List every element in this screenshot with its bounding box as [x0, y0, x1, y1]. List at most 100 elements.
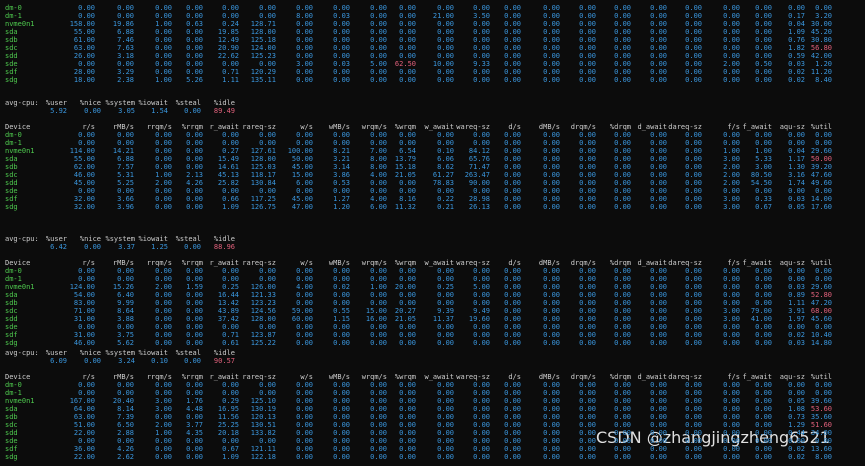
stat-value: 0.00 [333, 397, 350, 405]
stat-value: 0.00 [333, 381, 350, 389]
stat-value: 0.00 [78, 267, 95, 275]
stat-value: 120.29 [250, 68, 276, 76]
stat-value: 0.00 [614, 52, 631, 60]
stat-value: 65.76 [468, 155, 490, 163]
stat-value: 14.80 [810, 339, 832, 347]
stat-value: 61.00 [73, 36, 95, 44]
device-name: sda [5, 155, 18, 163]
stat-value: 0.00 [685, 413, 702, 421]
stat-value: 0.00 [222, 437, 239, 445]
stat-value: 1.08 [788, 405, 805, 413]
stat-value: 0.00 [437, 429, 454, 437]
stat-value: 0.00 [186, 323, 203, 331]
column-header: f_await [742, 123, 772, 131]
stat-value: 0.00 [155, 163, 172, 171]
stat-value: 0.00 [222, 12, 239, 20]
cpu-value: 1.54 [151, 107, 168, 115]
stat-value: 11.20 [810, 68, 832, 76]
stat-value: 100.00 [287, 147, 313, 155]
stat-value: 0.00 [614, 299, 631, 307]
stat-value: 39.20 [810, 163, 832, 171]
stat-value: 60.00 [291, 315, 313, 323]
stat-value: 3.75 [117, 331, 134, 339]
stat-value: 0.00 [614, 429, 631, 437]
stat-value: 0.00 [723, 445, 740, 453]
stat-value: 0.00 [296, 299, 313, 307]
stat-value: 0.00 [296, 381, 313, 389]
stat-value: 0.00 [473, 28, 490, 36]
stat-value: 0.00 [259, 275, 276, 283]
stat-value: 3.16 [788, 171, 805, 179]
stat-value: 0.00 [186, 4, 203, 12]
stat-value: 0.00 [473, 275, 490, 283]
stat-value: 0.00 [685, 68, 702, 76]
stat-value: 0.00 [579, 437, 596, 445]
cpu-header: %iowait [138, 235, 168, 243]
stat-value: 0.00 [579, 171, 596, 179]
stat-value: 47.20 [810, 299, 832, 307]
column-header: r/s [82, 259, 95, 267]
device-name: sdd [5, 315, 18, 323]
stat-value: 0.00 [399, 339, 416, 347]
stat-value: 0.00 [685, 131, 702, 139]
stat-value: 135.11 [250, 76, 276, 84]
stat-value: 0.00 [723, 339, 740, 347]
stat-value: 0.00 [370, 139, 387, 147]
stat-value: 0.00 [650, 389, 667, 397]
stat-value: 0.00 [614, 307, 631, 315]
stat-value: 0.00 [296, 139, 313, 147]
stat-value: 0.00 [579, 203, 596, 211]
stat-value: 0.00 [685, 445, 702, 453]
stat-value: 0.04 [788, 20, 805, 28]
stat-value: 125.18 [250, 36, 276, 44]
stat-value: 63.00 [73, 44, 95, 52]
stat-value: 0.71 [222, 68, 239, 76]
stat-value: 8.00 [296, 12, 313, 20]
stat-value: 0.00 [259, 131, 276, 139]
stat-value: 0.00 [186, 275, 203, 283]
stat-value: 13.42 [217, 299, 239, 307]
stat-value: 0.00 [685, 4, 702, 12]
stat-value: 0.00 [259, 139, 276, 147]
stat-value: 0.00 [543, 36, 560, 44]
stat-value: 0.00 [186, 36, 203, 44]
stat-value: 0.00 [370, 44, 387, 52]
stat-value: 0.00 [650, 147, 667, 155]
stat-value: 45.00 [291, 195, 313, 203]
stat-value: 0.00 [504, 179, 521, 187]
stat-value: 0.00 [259, 12, 276, 20]
stat-value: 0.00 [117, 131, 134, 139]
column-header: drqm/s [570, 123, 596, 131]
stat-value: 5.00 [473, 283, 490, 291]
stat-value: 0.00 [650, 437, 667, 445]
stat-value: 0.66 [222, 195, 239, 203]
stat-value: 0.00 [504, 437, 521, 445]
stat-value: 0.00 [333, 299, 350, 307]
stat-value: 0.00 [370, 52, 387, 60]
stat-value: 0.00 [614, 381, 631, 389]
cpu-label: avg-cpu: [5, 99, 39, 107]
stat-value: 0.00 [614, 131, 631, 139]
stat-value: 0.00 [504, 323, 521, 331]
stat-value: 0.00 [259, 389, 276, 397]
cpu-header: %user [45, 235, 67, 243]
stat-value: 0.00 [650, 171, 667, 179]
stat-value: 0.00 [685, 429, 702, 437]
stat-value: 0.00 [504, 283, 521, 291]
stat-value: 0.00 [543, 413, 560, 421]
stat-value: 0.00 [437, 139, 454, 147]
stat-value: 0.00 [755, 267, 772, 275]
stat-value: 0.00 [296, 445, 313, 453]
stat-value: 0.00 [579, 381, 596, 389]
stat-value: 0.00 [333, 453, 350, 461]
stat-value: 128.00 [250, 155, 276, 163]
stat-value: 1.59 [186, 283, 203, 291]
device-name: nvme0n1 [5, 20, 35, 28]
stat-value: 8.16 [399, 195, 416, 203]
stat-value: 0.00 [473, 44, 490, 52]
stat-value: 0.00 [155, 195, 172, 203]
column-header: r_await [209, 373, 239, 381]
stat-value: 54.00 [73, 291, 95, 299]
device-name: dm-1 [5, 12, 22, 20]
stat-value: 0.00 [186, 155, 203, 163]
